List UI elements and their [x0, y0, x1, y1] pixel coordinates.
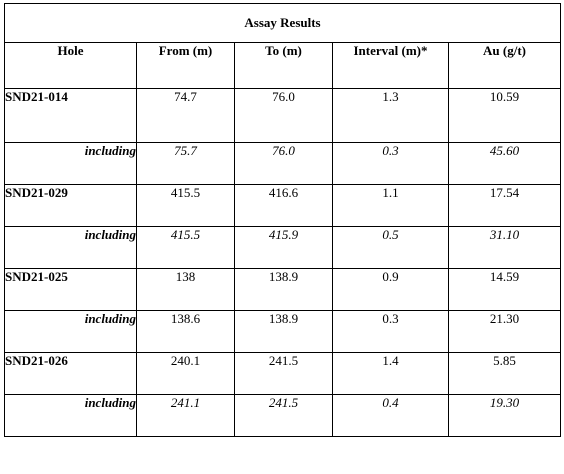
interval-cell: 0.5 [332, 226, 449, 269]
table-title-row: Assay Results [3, 3, 562, 43]
header-au: Au (g/t) [447, 42, 562, 89]
au-cell: 14.59 [447, 268, 562, 311]
interval-cell: 0.9 [332, 268, 449, 311]
interval-cell: 0.4 [332, 394, 449, 437]
hole-cell: SND21-029 [4, 184, 137, 227]
au-cell: 21.30 [447, 310, 562, 353]
including-label: including [4, 394, 137, 437]
to-cell: 76.0 [234, 88, 333, 143]
from-cell: 240.1 [136, 352, 235, 395]
table-row: SND21-026 240.1 241.5 1.4 5.85 [4, 352, 562, 395]
table-header-row: Hole From (m) To (m) Interval (m)* Au (g… [4, 42, 562, 89]
table-row: SND21-029 415.5 416.6 1.1 17.54 [4, 184, 562, 227]
table-row-including: including 138.6 138.9 0.3 21.30 [4, 310, 562, 353]
to-cell: 138.9 [234, 268, 333, 311]
au-cell: 17.54 [447, 184, 562, 227]
to-cell: 241.5 [234, 394, 333, 437]
table-row-including: including 241.1 241.5 0.4 19.30 [4, 394, 562, 437]
to-cell: 415.9 [234, 226, 333, 269]
header-from: From (m) [136, 42, 235, 89]
table-row: SND21-025 138 138.9 0.9 14.59 [4, 268, 562, 311]
to-cell: 416.6 [234, 184, 333, 227]
including-label: including [4, 226, 137, 269]
header-to: To (m) [234, 42, 333, 89]
assay-results-table: Assay Results Hole From (m) To (m) Inter… [3, 3, 562, 437]
header-hole: Hole [4, 42, 137, 89]
au-cell: 45.60 [447, 142, 562, 185]
table-row-including: including 415.5 415.9 0.5 31.10 [4, 226, 562, 269]
au-cell: 5.85 [447, 352, 562, 395]
interval-cell: 1.3 [332, 88, 449, 143]
to-cell: 138.9 [234, 310, 333, 353]
au-cell: 10.59 [447, 88, 562, 143]
from-cell: 138 [136, 268, 235, 311]
table-row: SND21-014 74.7 76.0 1.3 10.59 [4, 88, 562, 143]
to-cell: 76.0 [234, 142, 333, 185]
table-row-including: including 75.7 76.0 0.3 45.60 [4, 142, 562, 185]
interval-cell: 1.1 [332, 184, 449, 227]
hole-cell: SND21-026 [4, 352, 137, 395]
from-cell: 75.7 [136, 142, 235, 185]
from-cell: 138.6 [136, 310, 235, 353]
au-cell: 31.10 [447, 226, 562, 269]
au-cell: 19.30 [447, 394, 562, 437]
including-label: including [4, 310, 137, 353]
from-cell: 74.7 [136, 88, 235, 143]
interval-cell: 0.3 [332, 310, 449, 353]
interval-cell: 1.4 [332, 352, 449, 395]
including-label: including [4, 142, 137, 185]
interval-cell: 0.3 [332, 142, 449, 185]
table-title: Assay Results [3, 3, 562, 43]
hole-cell: SND21-025 [4, 268, 137, 311]
header-interval: Interval (m)* [332, 42, 449, 89]
from-cell: 415.5 [136, 184, 235, 227]
from-cell: 241.1 [136, 394, 235, 437]
from-cell: 415.5 [136, 226, 235, 269]
to-cell: 241.5 [234, 352, 333, 395]
hole-cell: SND21-014 [4, 88, 137, 143]
